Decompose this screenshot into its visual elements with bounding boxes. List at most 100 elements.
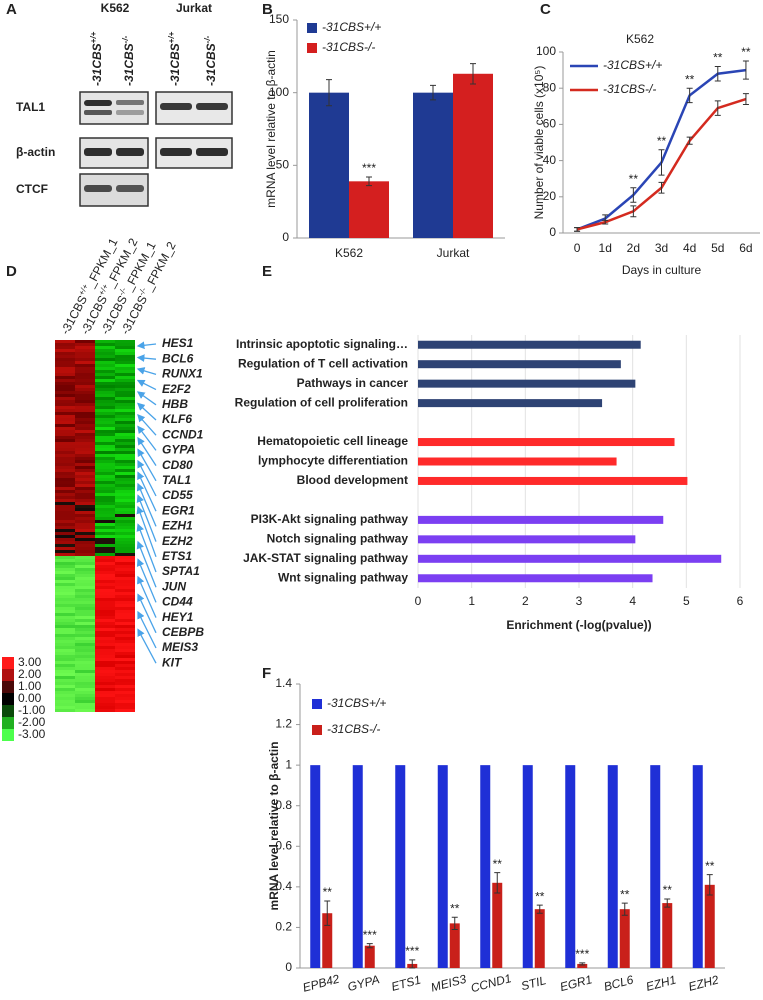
significance-label: ** <box>741 45 751 59</box>
heatmap-cell <box>95 346 115 349</box>
y-tick-label: lymphocyte differentiation <box>258 454 408 468</box>
heatmap-cell <box>75 571 95 574</box>
significance-label: ** <box>535 889 545 903</box>
heatmap-cell <box>55 379 75 382</box>
scale-label: 0.00 <box>18 691 42 705</box>
heatmap-cell <box>55 565 75 568</box>
label-sup: +/+ <box>89 31 98 43</box>
heatmap-cell <box>95 652 115 655</box>
heatmap-cell <box>115 439 135 442</box>
heatmap-cell <box>75 565 95 568</box>
heatmap-cell <box>55 667 75 670</box>
heatmap-cell <box>115 679 135 682</box>
heatmap-cell <box>55 502 75 505</box>
bar <box>352 765 363 968</box>
significance-label: ** <box>657 134 667 148</box>
heatmap-cell <box>115 589 135 592</box>
error-bar <box>630 187 637 203</box>
heatmap-cell <box>55 586 75 589</box>
heatmap-cell <box>55 457 75 460</box>
heatmap-cell <box>75 529 95 532</box>
heatmap-cell <box>75 403 95 406</box>
label-base: -31CBS <box>168 43 182 86</box>
row-label: β-actin <box>16 145 55 159</box>
gene-label: E2F2 <box>162 382 191 396</box>
heatmap-cell <box>55 481 75 484</box>
heatmap-cell <box>115 595 135 598</box>
legend-label: -31CBS+/+ <box>603 58 662 72</box>
heatmap-cell <box>55 451 75 454</box>
heatmap-cell <box>75 622 95 625</box>
panel-label: E <box>262 263 272 280</box>
bar <box>418 574 653 583</box>
heatmap-cell <box>95 373 115 376</box>
scale-swatch <box>2 717 14 729</box>
heatmap-cell <box>115 526 135 529</box>
heatmap-cell <box>115 379 135 382</box>
row-label: TAL1 <box>16 100 45 114</box>
gene-label: KLF6 <box>162 412 192 426</box>
heatmap-cell <box>95 451 115 454</box>
heatmap-cell <box>115 466 135 469</box>
heatmap-cell <box>115 478 135 481</box>
heatmap-cell <box>95 565 115 568</box>
heatmap-cell <box>115 688 135 691</box>
heatmap-cell <box>75 607 95 610</box>
heatmap-cell <box>75 703 95 706</box>
heatmap-cell <box>75 352 95 355</box>
heatmap-cell <box>75 688 95 691</box>
legend-swatch <box>312 699 322 709</box>
heatmap-cell <box>115 655 135 658</box>
heatmap-cell <box>95 622 115 625</box>
heatmap-cell <box>75 436 95 439</box>
heatmap-cell <box>95 562 115 565</box>
heatmap-cell <box>115 364 135 367</box>
heatmap-cell <box>115 367 135 370</box>
heatmap-cell <box>75 685 95 688</box>
heatmap-cell <box>115 541 135 544</box>
x-tick-label: GYPA <box>346 972 381 994</box>
heatmap-cell <box>95 535 115 538</box>
heatmap-cell <box>95 370 115 373</box>
heatmap-cell <box>95 604 115 607</box>
gene-arrow <box>137 436 157 466</box>
gene-label: EGR1 <box>162 503 195 517</box>
heatmap-cell <box>55 388 75 391</box>
heatmap-cell <box>75 361 95 364</box>
bar <box>480 765 491 968</box>
heatmap-cell <box>55 619 75 622</box>
heatmap-cell <box>115 577 135 580</box>
gene-label: CCND1 <box>162 427 204 441</box>
heatmap-cell <box>115 463 135 466</box>
heatmap-cell <box>55 688 75 691</box>
heatmap-cell <box>55 613 75 616</box>
error-bar <box>366 943 373 949</box>
legend-label: -31CBS-/- <box>322 40 375 54</box>
heatmap-cell <box>75 472 95 475</box>
label-sup: -/- <box>121 35 130 43</box>
heatmap-cell <box>115 412 135 415</box>
heatmap-cell <box>55 409 75 412</box>
scale-label: 1.00 <box>18 679 42 693</box>
heatmap-cell <box>55 505 75 508</box>
heatmap-cell <box>95 505 115 508</box>
scale-swatch <box>2 681 14 693</box>
error-bar <box>430 84 436 101</box>
significance-label: *** <box>405 944 419 958</box>
heatmap-cell <box>75 595 95 598</box>
gene-arrow <box>136 523 157 573</box>
heatmap-cell <box>95 709 115 712</box>
heatmap-cell <box>115 634 135 637</box>
bar <box>418 457 617 466</box>
bar <box>418 340 641 349</box>
error-bar <box>494 872 501 894</box>
heatmap-cell <box>115 442 135 445</box>
error-bar <box>409 959 416 969</box>
heatmap-cell <box>75 583 95 586</box>
heatmap-cell <box>75 523 95 526</box>
y-tick-label: 0.6 <box>275 838 292 852</box>
heatmap-cell <box>75 547 95 550</box>
heatmap-cell <box>115 559 135 562</box>
heatmap-cell <box>75 592 95 595</box>
